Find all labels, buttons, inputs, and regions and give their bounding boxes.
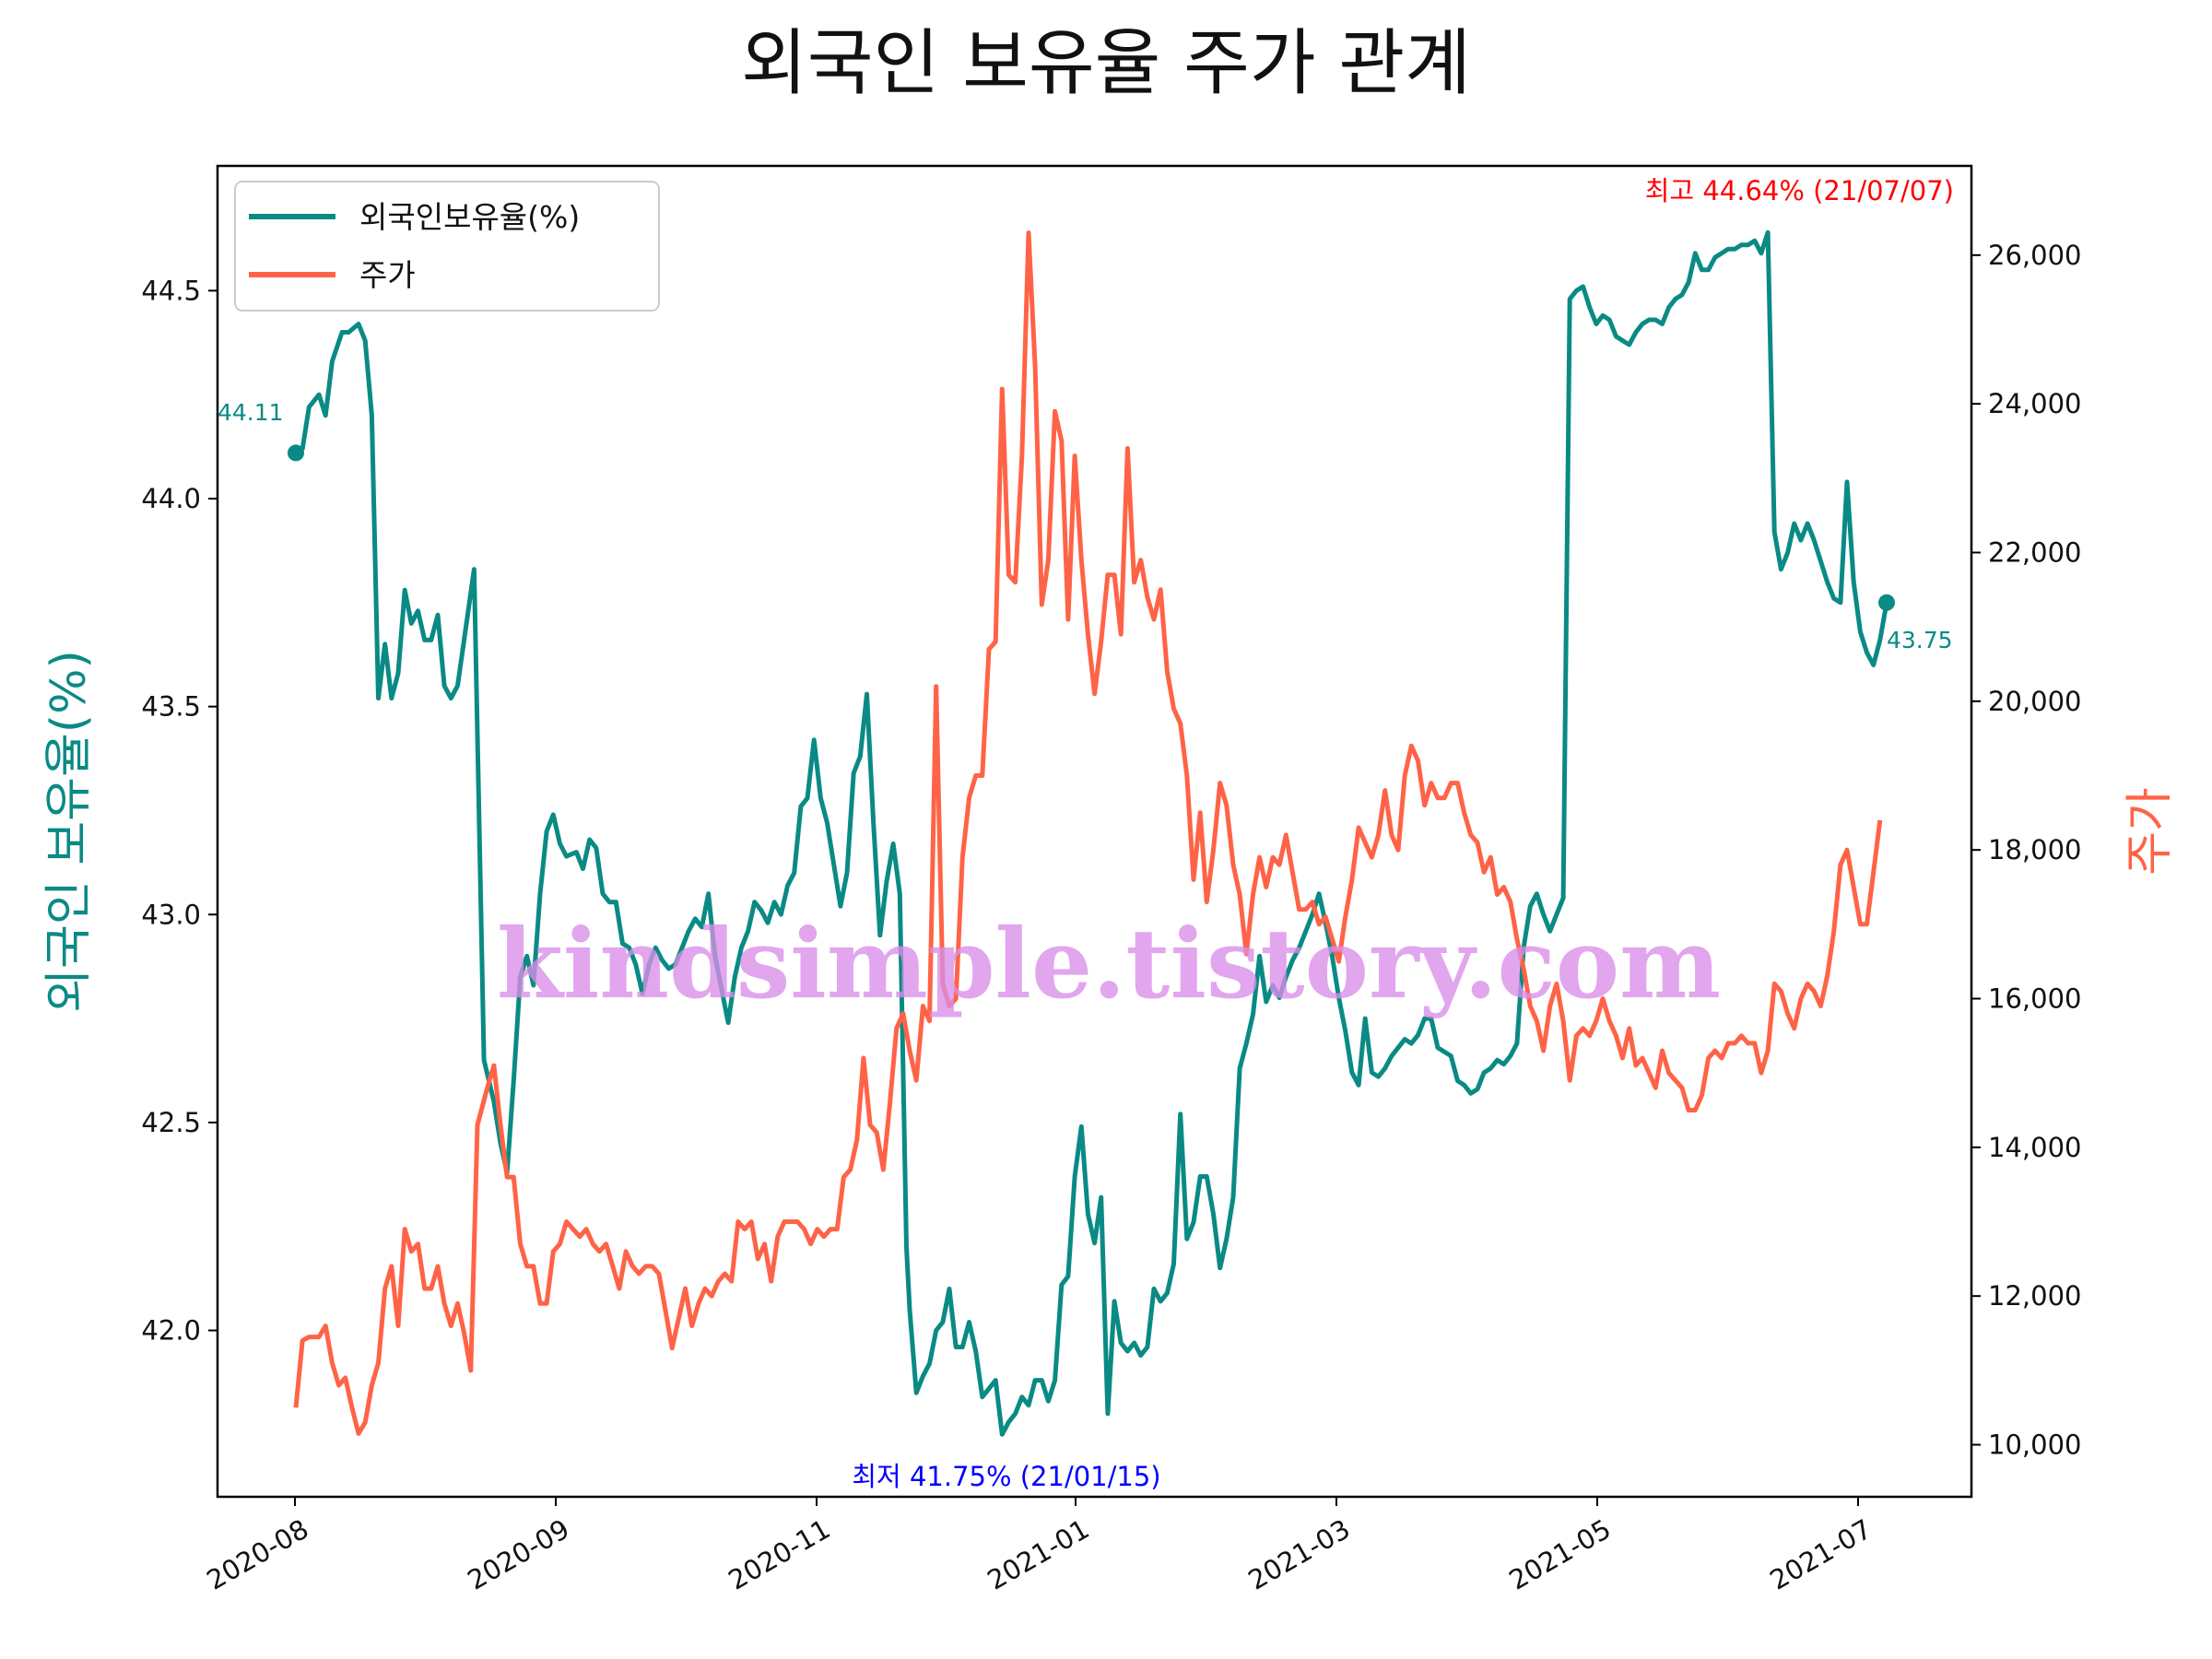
x-tick-label-1: 2020-09 xyxy=(463,1513,575,1596)
y-left-tick-label-1: 42.5 xyxy=(141,1107,201,1138)
y-left-tick-label-3: 43.5 xyxy=(141,691,201,723)
legend-box xyxy=(234,181,660,312)
y-right-tick-label-5: 20,000 xyxy=(1988,686,2081,717)
y-axis-right: 10,000 12,000 14,000 16,000 18,000 20,000 22,0… xyxy=(1971,240,2081,1461)
y-right-tick-label-6: 22,000 xyxy=(1988,536,2081,568)
y-right-tick-label-4: 18,000 xyxy=(1988,834,2081,865)
y-axis-right-label: 주가 xyxy=(2123,787,2178,876)
y-axis-left: 42.0 42.5 43.0 43.5 44.0 44.5 xyxy=(141,275,218,1347)
x-tick-label-6: 2021-07 xyxy=(1765,1513,1877,1596)
y-left-tick-label-4: 44.0 xyxy=(141,483,201,514)
x-axis: 2020-08 2020-09 2020-11 2021-01 2021-03 2021-… xyxy=(202,1497,1877,1596)
price-line xyxy=(293,230,1883,1436)
legend-label-foreign: 외국인보유율(%) xyxy=(359,199,580,235)
y-left-tick-label-0: 42.0 xyxy=(141,1315,201,1347)
x-tick-label-2: 2020-11 xyxy=(724,1513,836,1596)
max-annotation: 최고 44.64% (21/07/07) xyxy=(1645,175,1954,206)
min-annotation: 최저 41.75% (21/01/15) xyxy=(852,1461,1160,1492)
y-right-tick-label-1: 12,000 xyxy=(1988,1280,2081,1312)
foreign-ownership-line xyxy=(294,229,1889,1437)
legend-label-price: 주가 xyxy=(359,257,416,293)
y-axis-left-label: 외국인 보유율(%) xyxy=(41,650,97,1013)
x-tick-label-5: 2021-05 xyxy=(1504,1513,1617,1596)
chart-title: 외국인 보유율 주가 관계 xyxy=(741,22,1471,105)
y-right-tick-label-2: 14,000 xyxy=(1988,1132,2081,1163)
end-value-label: 43.75 xyxy=(1887,627,1953,653)
y-right-tick-label-0: 10,000 xyxy=(1988,1430,2081,1461)
y-right-tick-label-3: 16,000 xyxy=(1988,983,2081,1015)
y-right-tick-label-7: 24,000 xyxy=(1988,388,2081,419)
foreign-ownership-series xyxy=(288,229,1895,1437)
start-value-label: 44.11 xyxy=(218,399,284,426)
legend: 외국인보유율(%) 주가 xyxy=(234,181,660,312)
x-tick-label-4: 2021-03 xyxy=(1243,1513,1356,1596)
end-marker xyxy=(1878,594,1895,611)
y-left-tick-label-2: 43.0 xyxy=(141,899,201,930)
y-right-tick-label-8: 26,000 xyxy=(1988,240,2081,271)
x-tick-label-0: 2020-08 xyxy=(202,1513,314,1596)
start-marker xyxy=(288,444,304,462)
price-series xyxy=(293,230,1883,1436)
watermark: kindsimple.tistory.com xyxy=(497,907,1721,1020)
plot-frame xyxy=(216,164,1973,1499)
y-left-tick-label-5: 44.5 xyxy=(141,275,201,306)
x-tick-label-3: 2021-01 xyxy=(982,1513,1095,1596)
